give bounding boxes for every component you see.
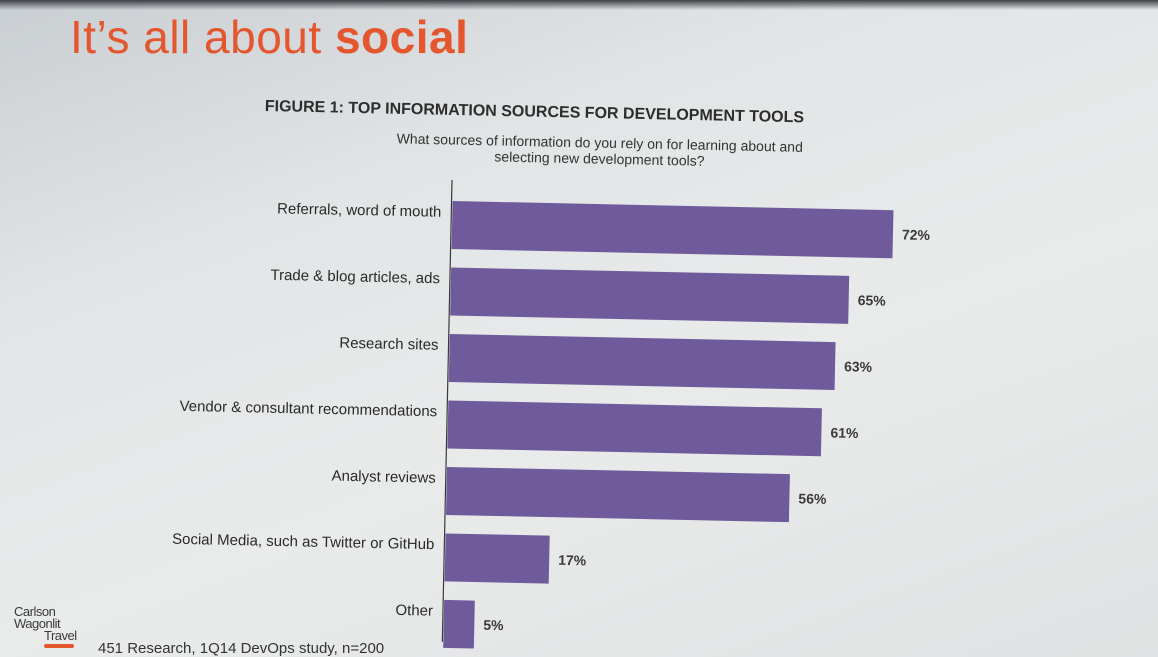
category-label-4: Analyst reviews: [331, 468, 436, 487]
logo-line-2: Wagonlit: [14, 616, 61, 631]
value-label-2: 63%: [844, 358, 873, 375]
logo-wave-icon: [44, 644, 74, 648]
slide-title-regular: It’s all about: [70, 11, 335, 63]
bar-2: [448, 333, 836, 391]
category-label-5: Social Media, such as Twitter or GitHub: [172, 531, 435, 553]
category-label-2: Research sites: [339, 335, 439, 354]
value-label-6: 5%: [483, 617, 504, 633]
logo-line-3: Travel: [44, 628, 77, 643]
bar-3: [447, 400, 822, 457]
bar-0: [451, 201, 894, 259]
y-axis-line: [441, 179, 453, 642]
category-label-3: Vendor & consultant recommendations: [179, 398, 437, 420]
bar-6: [443, 599, 475, 649]
value-label-3: 61%: [830, 424, 859, 441]
slide-title-emphasis: social: [334, 11, 469, 63]
value-label-5: 17%: [558, 552, 587, 569]
source-note: 451 Research, 1Q14 DevOps study, n=200: [98, 640, 385, 657]
bar-5: [444, 533, 550, 584]
category-label-0: Referrals, word of mouth: [277, 200, 442, 220]
bar-1: [450, 267, 850, 324]
slide-title: It’s all about social: [70, 10, 468, 64]
category-label-6: Other: [395, 602, 433, 620]
bar-4: [445, 466, 790, 523]
value-label-4: 56%: [798, 490, 827, 507]
category-label-1: Trade & blog articles, ads: [270, 267, 440, 288]
value-label-0: 72%: [902, 226, 931, 243]
screen-top-shade: [0, 0, 1158, 10]
logo-line-1: Carlson: [14, 604, 56, 619]
value-label-1: 65%: [858, 292, 887, 309]
carlson-wagonlit-logo: Carlson Wagonlit Travel: [14, 604, 104, 648]
